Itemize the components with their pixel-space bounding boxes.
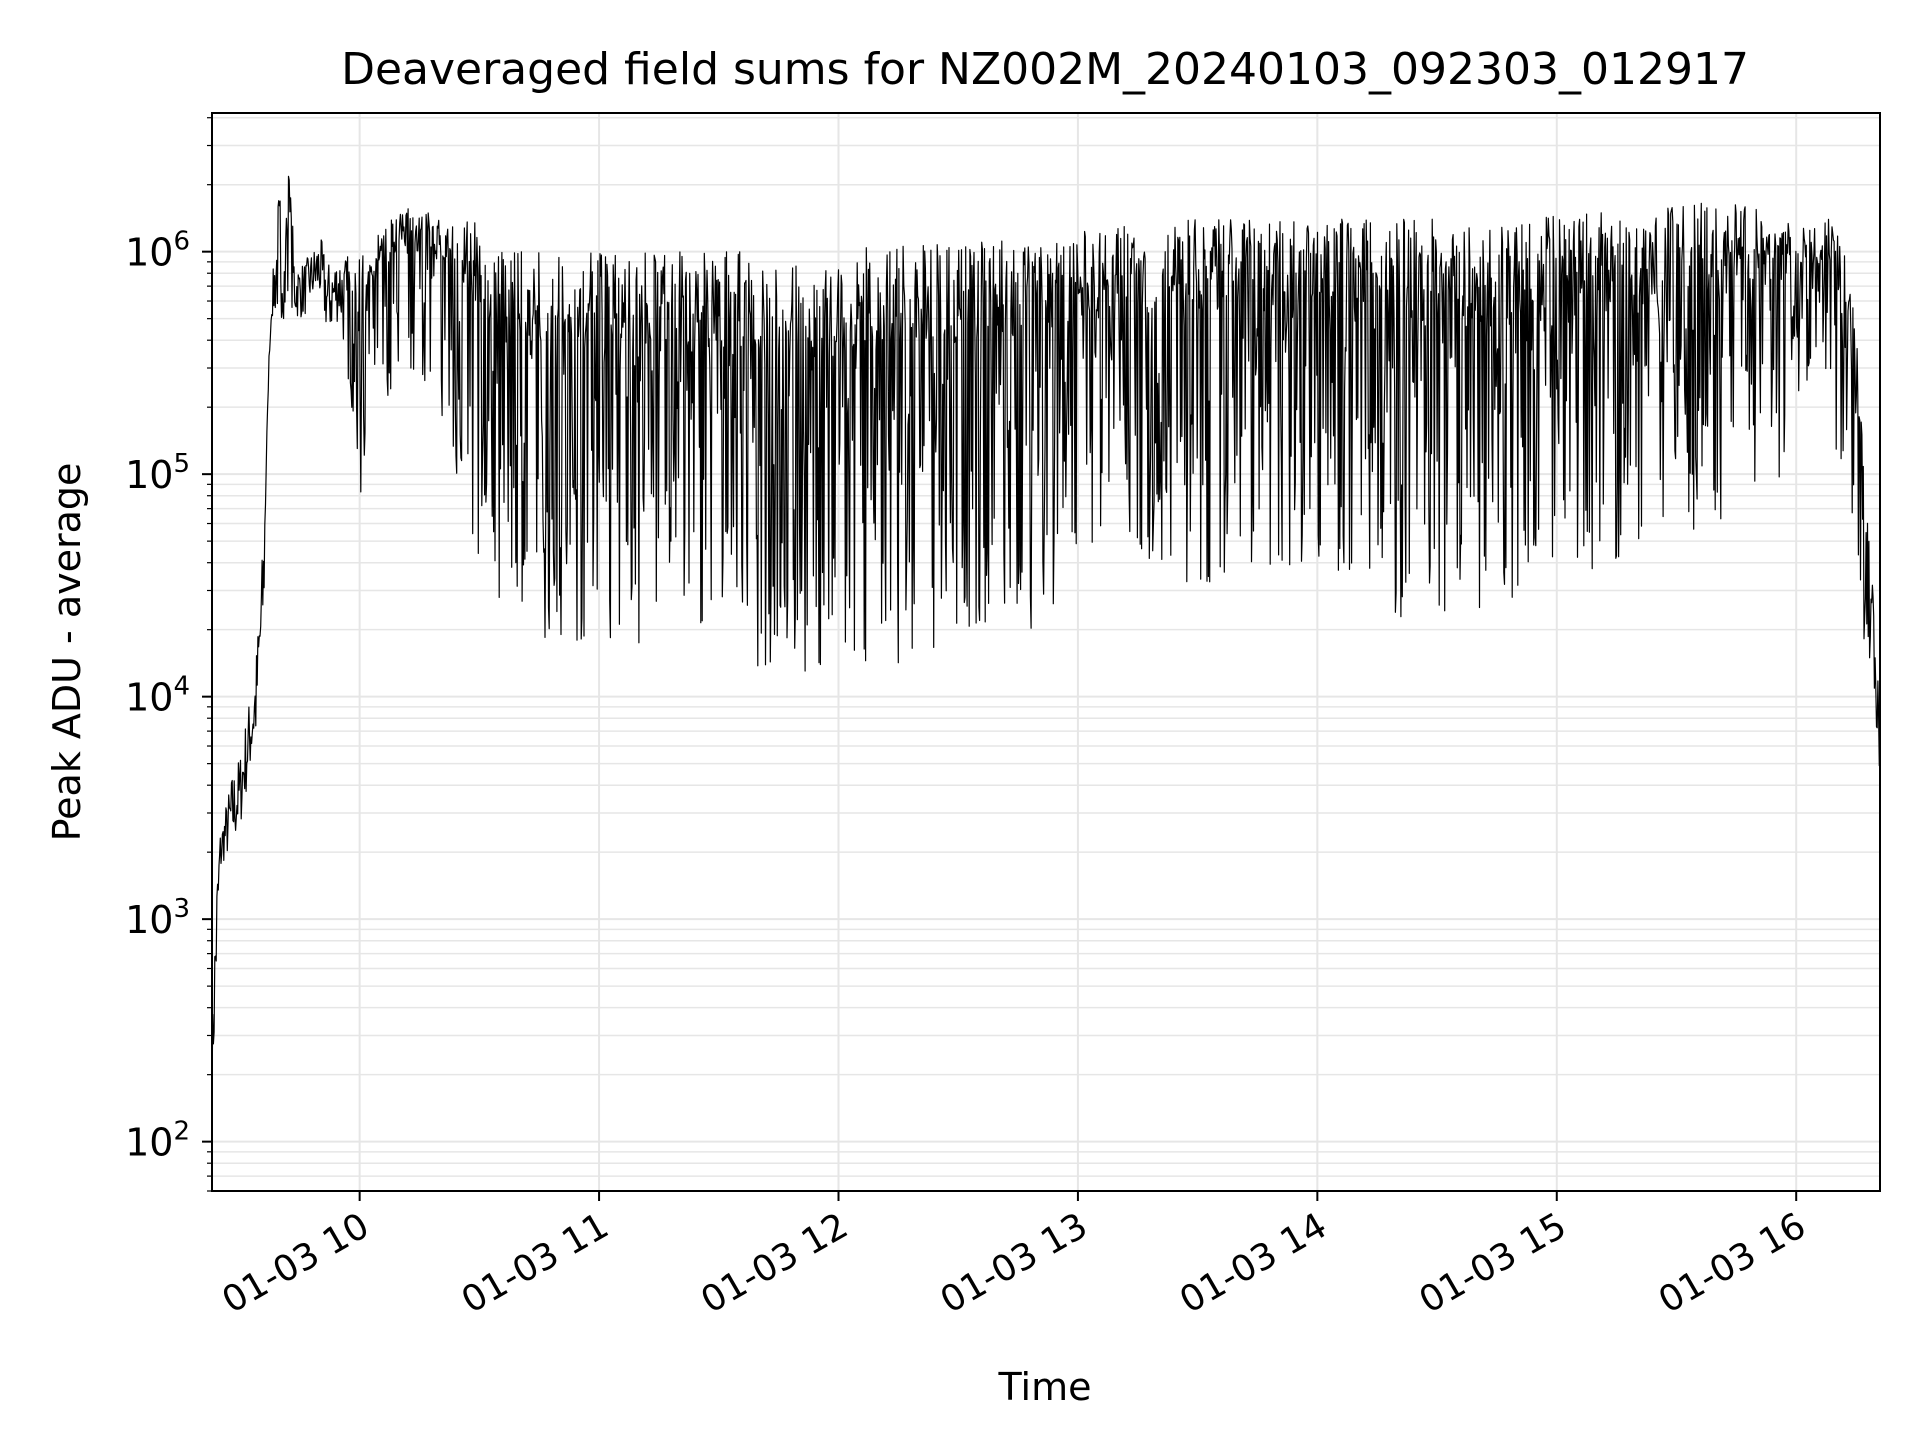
series-line (211, 175, 1881, 1103)
data-series (211, 175, 1881, 1103)
y-tick-label: 106 (125, 227, 190, 275)
grid-lines (212, 113, 1880, 1192)
y-axis-label: Peak ADU - average (45, 463, 89, 842)
plot-frame (211, 112, 1881, 1192)
y-tick-label: 104 (125, 672, 190, 720)
y-tick-label: 105 (125, 449, 190, 497)
y-tick-label: 102 (125, 1117, 190, 1165)
x-axis-label: Time (998, 1365, 1092, 1409)
y-tick-label: 103 (125, 894, 190, 942)
chart-title: Deaveraged field sums for NZ002M_2024010… (341, 44, 1749, 95)
